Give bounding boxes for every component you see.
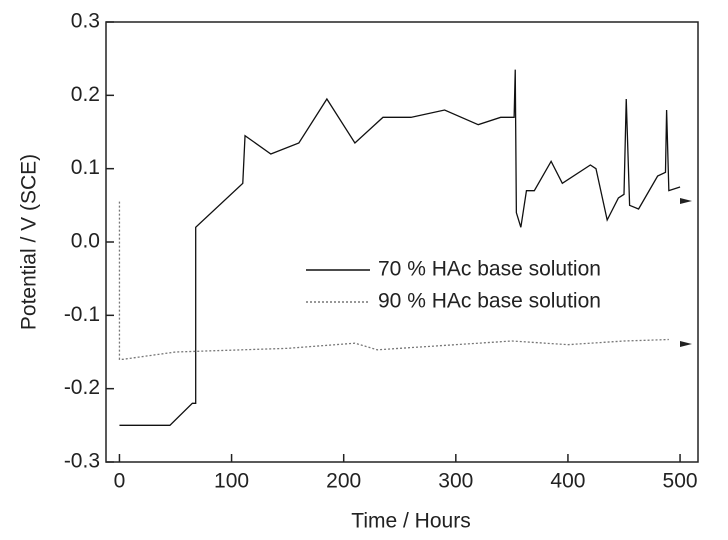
x-tick-label: 300	[438, 470, 473, 493]
legend-label: 70 % HAc base solution	[378, 258, 601, 281]
y-tick-label: 0.2	[71, 83, 100, 106]
y-tick-label: 0.0	[71, 230, 100, 253]
x-tick-label: 500	[663, 470, 698, 493]
x-tick-label: 100	[214, 470, 249, 493]
arrow	[680, 198, 692, 204]
series-line	[118, 201, 669, 360]
y-tick-label: 0.1	[71, 156, 100, 179]
y-tick-label: 0.3	[71, 10, 100, 33]
y-axis-label: Potential / V (SCE)	[18, 154, 41, 330]
y-tick-label: -0.2	[64, 376, 100, 399]
x-tick-label: 400	[550, 470, 585, 493]
series-line	[119, 69, 681, 426]
x-axis-label: Time / Hours	[351, 510, 470, 533]
x-tick-label: 0	[114, 470, 126, 493]
x-tick-label: 200	[326, 470, 361, 493]
y-tick-label: -0.3	[64, 450, 100, 473]
y-tick-label: -0.1	[64, 303, 100, 326]
plot-frame	[105, 21, 699, 463]
arrow	[680, 341, 692, 347]
legend-label: 90 % HAc base solution	[378, 290, 601, 313]
